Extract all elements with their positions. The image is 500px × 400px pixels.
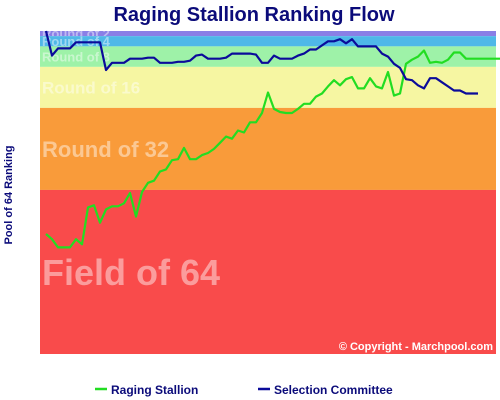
- band-label-round-of-8: Round of 8: [42, 49, 110, 64]
- series-line-raging-stallion: [45, 49, 500, 249]
- band-field-of-64: [40, 189, 496, 354]
- copyright-note: © Copyright - Marchpool.com: [339, 341, 493, 353]
- legend-label-raging-stallion: Raging Stallion: [111, 383, 198, 397]
- band-label-round-of-16: Round of 16: [42, 79, 140, 98]
- legend-label-selection-committee: Selection Committee: [274, 383, 393, 397]
- chart-title: Raging Stallion Ranking Flow: [113, 4, 395, 26]
- band-round-of-2: [40, 31, 496, 37]
- band-round-of-32: [40, 107, 496, 190]
- legend: Raging Stallion Selection Committee: [95, 383, 393, 397]
- y-axis-label: Pool of 64 Ranking: [3, 145, 15, 244]
- band-round-of-4: [40, 36, 496, 47]
- band-round-of-8: [40, 46, 496, 67]
- series-lines: [44, 30, 500, 249]
- band-label-field-of-64: Field of 64: [42, 252, 220, 293]
- band-label-round-of-32: Round of 32: [42, 137, 169, 162]
- series-line-selection-committee: [44, 30, 478, 95]
